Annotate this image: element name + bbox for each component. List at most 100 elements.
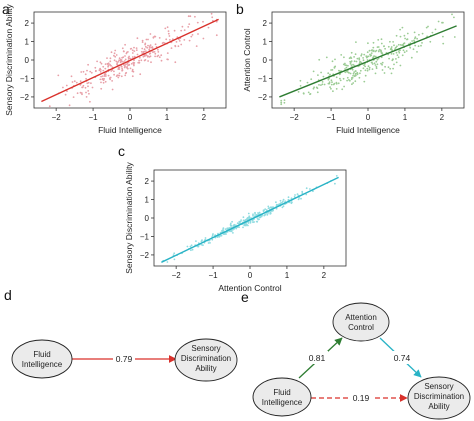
data-point (202, 37, 205, 40)
data-point (178, 40, 181, 42)
y-tick-label: 1 (263, 38, 268, 47)
data-point (181, 25, 184, 28)
data-point (157, 51, 160, 53)
edge-label-bg (391, 351, 413, 364)
data-point (380, 51, 383, 54)
data-point (328, 81, 331, 84)
data-point (166, 261, 169, 263)
data-point (312, 70, 315, 73)
y-axis-title: Sensory Discrimination Ability (4, 4, 14, 116)
data-point (207, 242, 210, 244)
data-point (245, 224, 247, 227)
data-point (329, 73, 331, 76)
data-point (224, 228, 227, 231)
data-point (89, 100, 91, 103)
data-point (425, 26, 428, 29)
data-point (124, 43, 126, 46)
data-point (115, 54, 118, 56)
node-sensory-discrimination-ability: Sensory Discrimination Ability (407, 376, 471, 420)
data-point (416, 51, 418, 53)
data-point (86, 69, 88, 72)
data-point (154, 35, 157, 38)
data-point (359, 69, 362, 72)
data-point (167, 30, 170, 32)
data-point (180, 43, 183, 46)
data-point (238, 222, 241, 225)
data-point (374, 64, 377, 66)
y-tick-label: −2 (20, 93, 30, 102)
data-point (351, 83, 353, 86)
data-point (257, 218, 259, 221)
data-point (80, 92, 83, 94)
data-point (222, 227, 225, 230)
data-point (266, 213, 269, 216)
data-point (72, 96, 75, 98)
scatter-plot-a: −2 −1 0 1 2 −2 −1 0 1 2 Fluid Intelligence Sensory … (4, 4, 227, 135)
data-point (321, 83, 324, 86)
data-point (158, 37, 161, 39)
data-point (280, 99, 283, 102)
data-point (120, 75, 123, 78)
data-point (335, 81, 338, 84)
data-point (231, 229, 234, 231)
path-diagram-d: 0.79 Fluid Intelligence Sensory Discrimi… (11, 338, 238, 382)
data-point (380, 38, 383, 41)
data-point (328, 82, 331, 85)
data-point (377, 39, 380, 41)
data-point (352, 72, 355, 75)
data-point (403, 42, 406, 44)
data-point (321, 81, 324, 83)
data-point (173, 252, 176, 255)
data-point (329, 86, 331, 88)
data-point (76, 92, 79, 95)
data-point (275, 201, 277, 204)
data-point (183, 39, 186, 41)
data-point (131, 56, 134, 58)
data-point (331, 69, 334, 71)
data-point (138, 59, 141, 62)
data-point (71, 81, 74, 83)
data-point (343, 56, 345, 59)
data-point (85, 77, 87, 80)
data-point (158, 56, 161, 58)
data-point (359, 61, 361, 63)
y-tick-label: 0 (263, 56, 268, 65)
data-point (294, 194, 296, 196)
data-point (349, 61, 352, 64)
data-point (109, 60, 112, 63)
data-point (332, 90, 334, 93)
data-point (320, 84, 322, 86)
data-point (100, 62, 103, 65)
data-point (395, 51, 398, 54)
data-point (392, 53, 395, 55)
data-point (84, 73, 87, 76)
data-point (374, 72, 377, 75)
node-fluid-intelligence: Fluid Intelligence (11, 339, 73, 379)
data-point (256, 217, 259, 220)
panel-letter-e: e (241, 289, 249, 305)
data-point (230, 224, 233, 227)
coefficient-label: 0.81 (309, 353, 326, 363)
data-point (154, 55, 157, 58)
data-point (344, 68, 346, 70)
data-point (375, 67, 378, 70)
data-point (376, 58, 379, 61)
data-point (73, 80, 76, 83)
data-point (282, 205, 285, 208)
edge-label-bg (306, 351, 328, 364)
data-point (300, 197, 302, 200)
data-point (128, 63, 131, 66)
data-point (412, 48, 415, 51)
data-point (223, 233, 226, 235)
data-point (384, 47, 386, 50)
data-point (353, 71, 355, 73)
data-point (166, 52, 169, 54)
data-point (129, 67, 132, 70)
data-point (57, 74, 60, 77)
data-point (115, 60, 118, 63)
scatter-plot-c: −2 −1 0 1 2 −2 −1 0 1 2 Attention Control Sensory D… (124, 162, 347, 293)
data-point (118, 72, 121, 75)
data-point (377, 46, 380, 48)
data-point (133, 59, 135, 62)
data-point (170, 47, 173, 49)
